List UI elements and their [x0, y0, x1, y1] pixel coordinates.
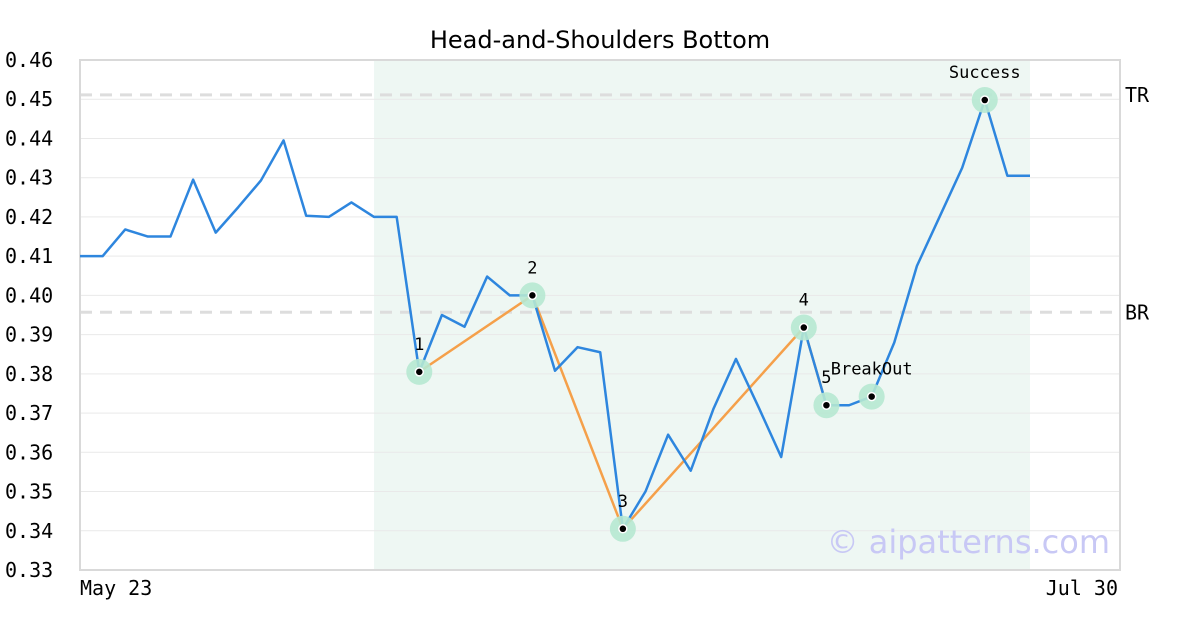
point-label-breakout: BreakOut: [831, 360, 913, 380]
y-tick-label: 0.35: [5, 480, 53, 504]
y-tick-label: 0.42: [5, 205, 53, 229]
plot-frame: [79, 59, 1121, 571]
y-tick-label: 0.38: [5, 362, 53, 386]
y-tick-label: 0.46: [5, 48, 53, 72]
point-marker-4: [799, 322, 809, 333]
point-label-4: 4: [799, 291, 809, 311]
y-tick-label: 0.37: [5, 401, 53, 425]
y-tick-label: 0.36: [5, 440, 53, 464]
point-marker-success: [980, 95, 990, 105]
reference-label-tr: TR: [1125, 83, 1150, 107]
point-label-success: Success: [949, 63, 1021, 83]
point-marker-5: [821, 400, 832, 410]
reference-lines: TR BR: [80, 83, 1150, 324]
x-tick-label: May 23: [80, 576, 152, 600]
point-label-5: 5: [821, 368, 831, 388]
y-tick-label: 0.44: [5, 126, 53, 150]
point-marker-breakout: [866, 391, 877, 402]
x-tick-label: Jul 30: [1046, 576, 1118, 600]
watermark: © aipatterns.com: [827, 523, 1110, 561]
y-tick-label: 0.45: [5, 87, 53, 111]
point-marker-3: [618, 524, 628, 534]
point-label-2: 2: [527, 258, 537, 278]
y-tick-label: 0.34: [5, 519, 53, 543]
y-tick-label: 0.33: [5, 558, 53, 582]
chart-title: Head-and-Shoulders Bottom: [430, 26, 770, 54]
point-label-3: 3: [618, 492, 628, 512]
point-marker-1: [414, 367, 425, 377]
x-axis: May 23 Jul 30: [80, 576, 1118, 600]
pattern-points: 1 2 3 4 5 BreakOut Success: [406, 63, 1021, 542]
y-tick-label: 0.40: [5, 283, 53, 307]
y-tick-label: 0.43: [5, 166, 53, 190]
point-marker-2: [527, 290, 538, 301]
reference-label-br: BR: [1125, 300, 1150, 324]
y-axis: 0.33 0.34 0.35 0.36 0.37 0.38 0.39 0.40 0.41 0.42…: [5, 48, 53, 582]
y-tick-label: 0.41: [5, 244, 53, 268]
point-label-1: 1: [414, 335, 424, 355]
highlight-region: [374, 60, 1030, 570]
y-tick-label: 0.39: [5, 323, 53, 347]
